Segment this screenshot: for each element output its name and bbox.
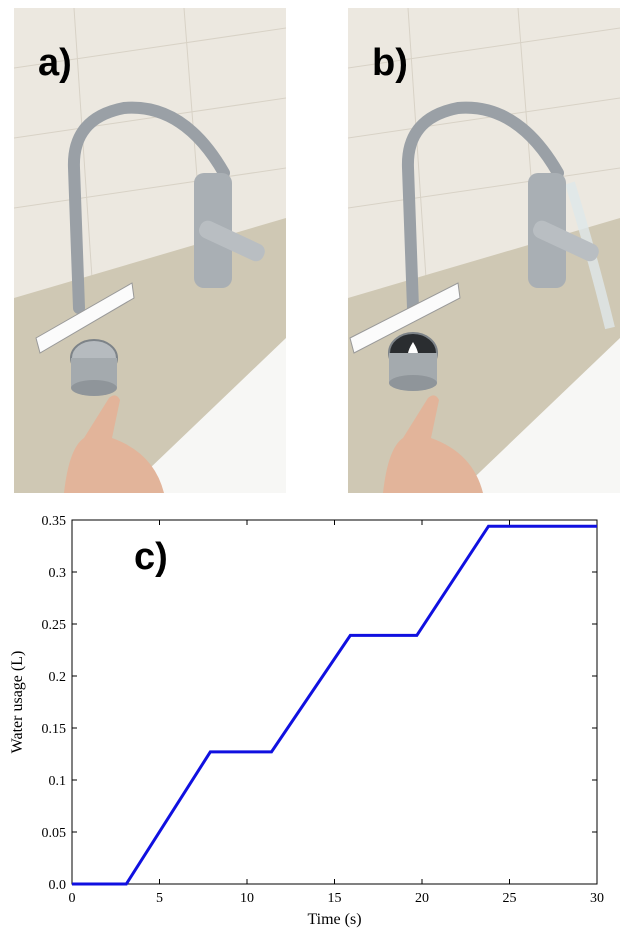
y-tick-label: 0.25: [42, 618, 67, 633]
x-tick-label: 15: [328, 891, 342, 906]
y-tick-label: 0.35: [42, 514, 67, 529]
x-tick-label: 10: [240, 891, 254, 906]
x-tick-label: 0: [69, 891, 76, 906]
x-tick-label: 20: [415, 891, 429, 906]
photo-panel-a: [14, 8, 286, 493]
photo-panel-b: [348, 8, 620, 493]
y-axis-label: Water usage (L): [9, 651, 26, 754]
y-tick-label: 0.0: [49, 878, 67, 893]
y-axis-ticks: 0.0 0.05 0.1 0.15 0.2 0.25 0.3 0.35: [42, 514, 597, 893]
x-tick-label: 5: [156, 891, 163, 906]
panel-label-a: a): [38, 42, 72, 84]
y-tick-label: 0.05: [42, 826, 67, 841]
y-tick-label: 0.3: [49, 566, 67, 581]
y-tick-label: 0.1: [49, 774, 67, 789]
y-tick-label: 0.2: [49, 670, 67, 685]
panel-label-c: c): [134, 536, 168, 578]
faucet-photo-on: [348, 8, 620, 493]
panel-label-b: b): [372, 42, 408, 84]
x-tick-label: 30: [590, 891, 604, 906]
x-axis-label: Time (s): [307, 911, 361, 928]
water-usage-line: [72, 524, 597, 886]
faucet-photo-off: [14, 8, 286, 493]
x-axis-ticks: 0 5 10 15 20 25 30: [69, 520, 604, 906]
y-tick-label: 0.15: [42, 722, 67, 737]
x-tick-label: 25: [503, 891, 517, 906]
water-usage-chart: 0 5 10 15 20 25 30 0.0 0.05 0.1 0.15 0.2 0.25 0.3 0.3…: [9, 514, 604, 928]
